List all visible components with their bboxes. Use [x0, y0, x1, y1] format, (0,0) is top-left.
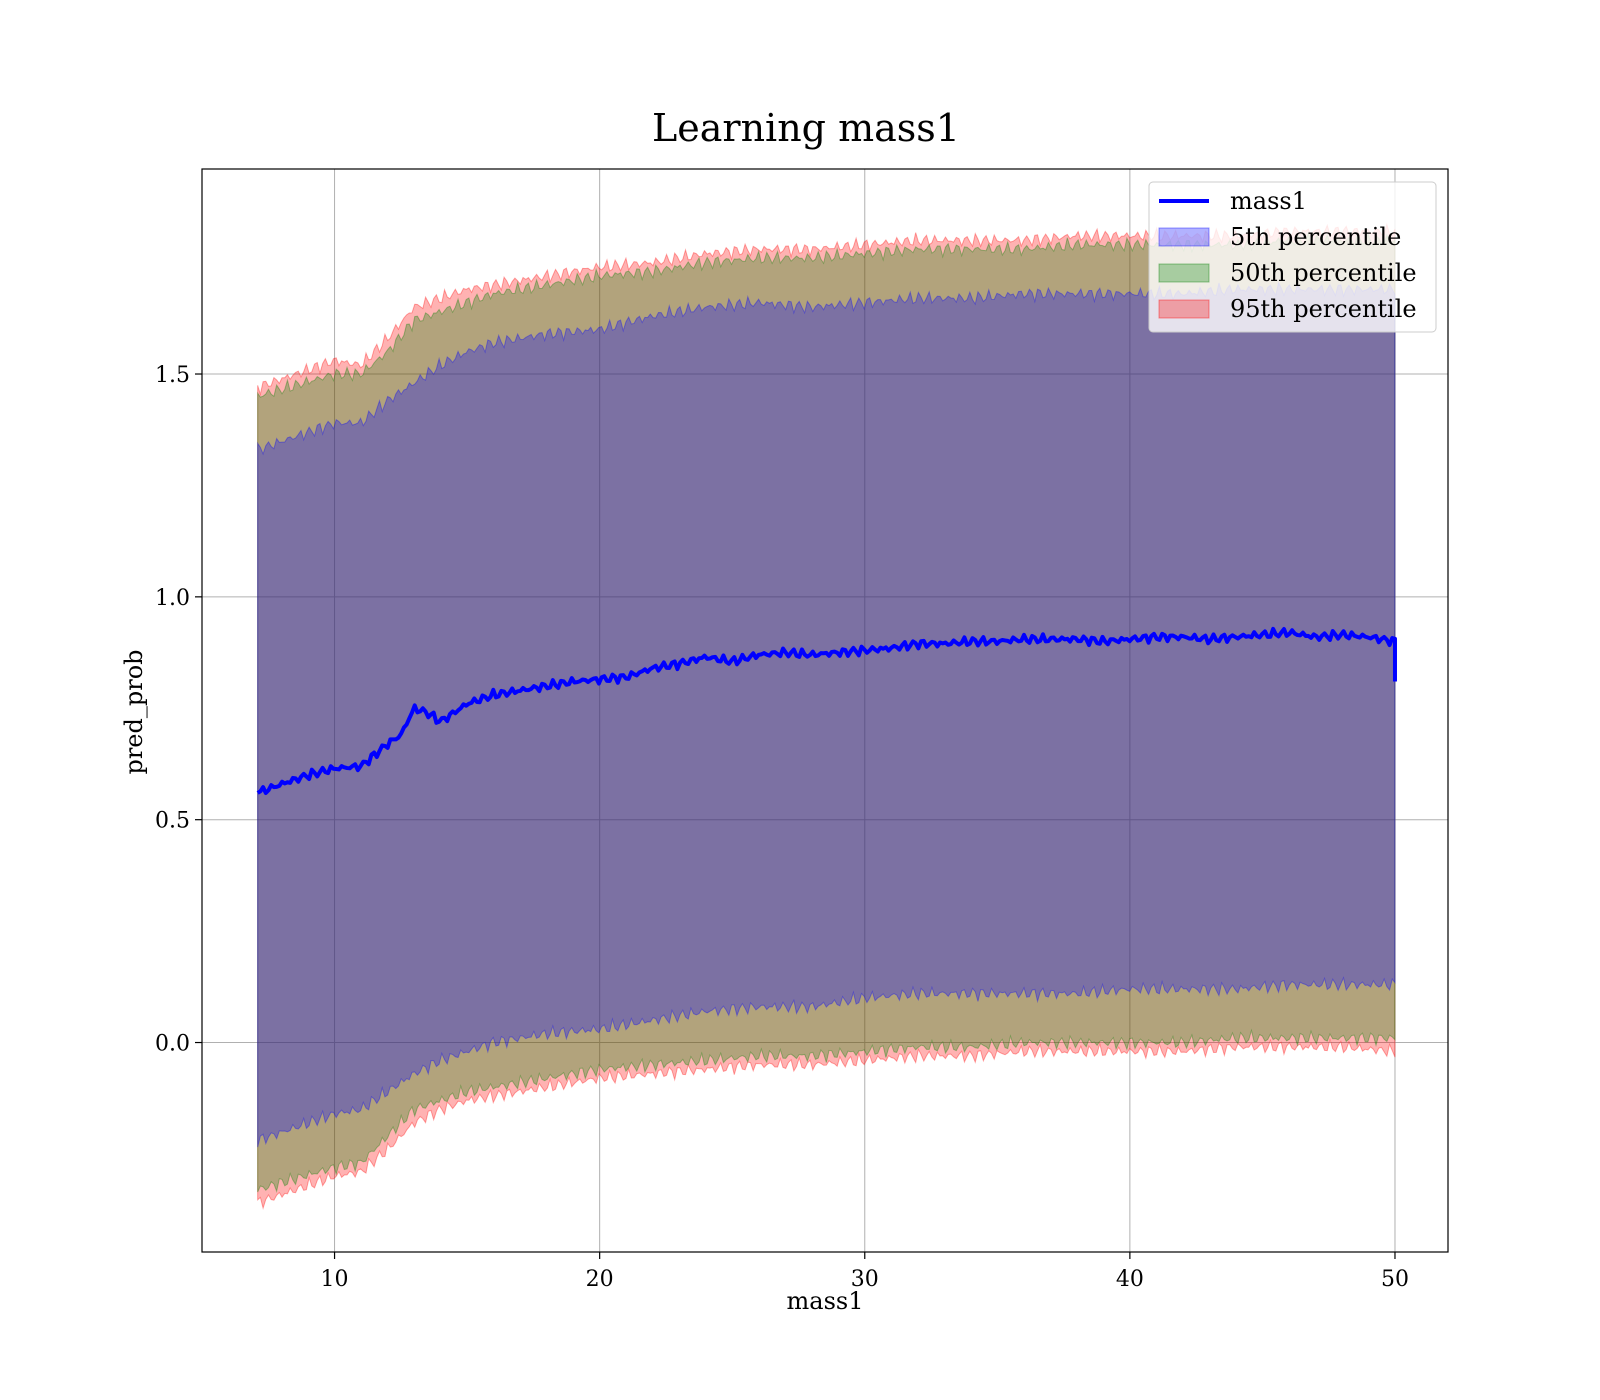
legend-label-line: mass1 — [1230, 187, 1307, 215]
plot-frame — [201, 168, 1449, 1253]
band-5th-percentile — [257, 281, 1396, 1148]
x-tick-label-0: 10 — [321, 1267, 349, 1292]
plot-background — [202, 169, 1448, 1252]
chart-title: Learning mass1 — [652, 106, 960, 150]
legend-label-band-5: 5th percentile — [1230, 223, 1401, 251]
grid-lines — [202, 169, 1448, 1252]
y-tick-label-3: 1.5 — [155, 363, 190, 388]
x-tick-label-4: 50 — [1381, 1267, 1409, 1292]
y-axis-label: pred_prob — [120, 649, 148, 774]
plot-area — [201, 168, 1449, 1253]
x-tick-label-1: 20 — [586, 1267, 614, 1292]
legend-box — [1148, 181, 1437, 333]
x-axis-ticks: 10 20 30 40 50 — [321, 1252, 1409, 1292]
legend-swatch-band-50 — [1158, 263, 1210, 283]
y-tick-label-1: 0.5 — [155, 809, 190, 834]
legend-label-band-50: 50th percentile — [1230, 259, 1417, 287]
band-95th-percentile — [257, 222, 1396, 1211]
legend-swatch-band-95 — [1158, 299, 1210, 319]
legend: mass1 5th percentile 50th percentile 95t… — [1148, 181, 1437, 333]
legend-label-band-95: 95th percentile — [1230, 295, 1417, 323]
y-tick-label-2: 1.0 — [155, 586, 190, 611]
percentile-bands — [257, 222, 1396, 1211]
band-50th-percentile — [257, 230, 1396, 1193]
x-axis-label: mass1 — [787, 1287, 864, 1315]
y-tick-label-0: 0.0 — [155, 1032, 190, 1057]
line-mass1 — [256, 626, 1397, 795]
x-tick-label-3: 40 — [1116, 1267, 1144, 1292]
x-tick-label-2: 30 — [851, 1267, 879, 1292]
legend-swatch-band-5 — [1158, 227, 1210, 247]
y-axis-ticks: 0.0 0.5 1.0 1.5 — [155, 363, 202, 1057]
line-series — [256, 626, 1397, 795]
